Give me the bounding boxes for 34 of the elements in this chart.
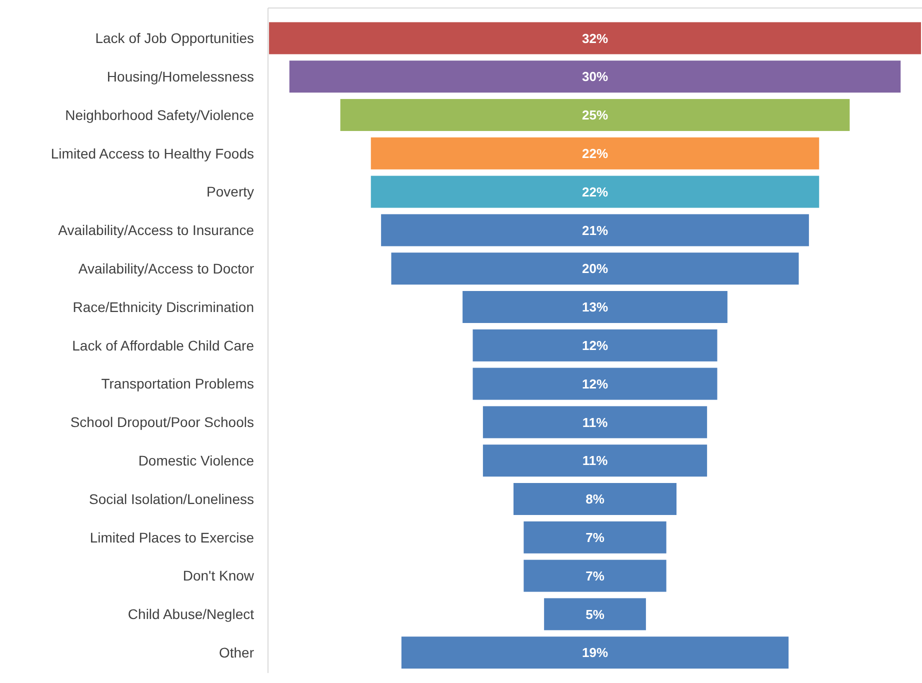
data-label: 22% — [582, 146, 608, 161]
data-label: 11% — [582, 414, 608, 430]
category-label: Availability/Access to Insurance — [58, 222, 254, 238]
category-label: Neighborhood Safety/Violence — [65, 106, 254, 123]
category-label: Limited Access to Healthy Foods — [50, 145, 254, 162]
category-label: Lack of Affordable Child Care — [72, 337, 254, 354]
data-label: 21% — [582, 222, 608, 238]
data-label: 5% — [586, 606, 605, 622]
category-label: Poverty — [206, 184, 254, 200]
category-label: Housing/Homelessness — [106, 68, 254, 84]
category-label: Transportation Problems — [101, 376, 254, 392]
data-label: 13% — [582, 300, 608, 315]
data-label: 7% — [586, 568, 605, 584]
data-label: 8% — [586, 492, 605, 507]
category-label: Availability/Access to Doctor — [78, 260, 254, 276]
data-label: 25% — [582, 108, 608, 123]
data-label: 22% — [582, 184, 608, 200]
category-label: Other — [218, 644, 254, 660]
data-label: 19% — [582, 645, 608, 660]
category-label: School Dropout/Poor Schools — [70, 414, 254, 430]
data-label: 11% — [582, 453, 608, 468]
data-label: 32% — [582, 30, 608, 46]
category-label: Race/Ethnicity Discrimination — [72, 298, 254, 315]
category-label: Child Abuse/Neglect — [128, 606, 254, 622]
data-label: 12% — [582, 376, 608, 392]
category-label: Don't Know — [182, 568, 255, 584]
category-label: Limited Places to Exercise — [90, 529, 254, 546]
data-label: 12% — [582, 338, 608, 353]
data-label: 7% — [586, 530, 605, 545]
data-label: 30% — [582, 69, 608, 84]
category-label: Domestic Violence — [138, 452, 254, 468]
category-label: Social Isolation/Loneliness — [89, 490, 254, 507]
data-label: 20% — [582, 261, 608, 276]
category-label: Lack of Job Opportunities — [95, 30, 254, 46]
